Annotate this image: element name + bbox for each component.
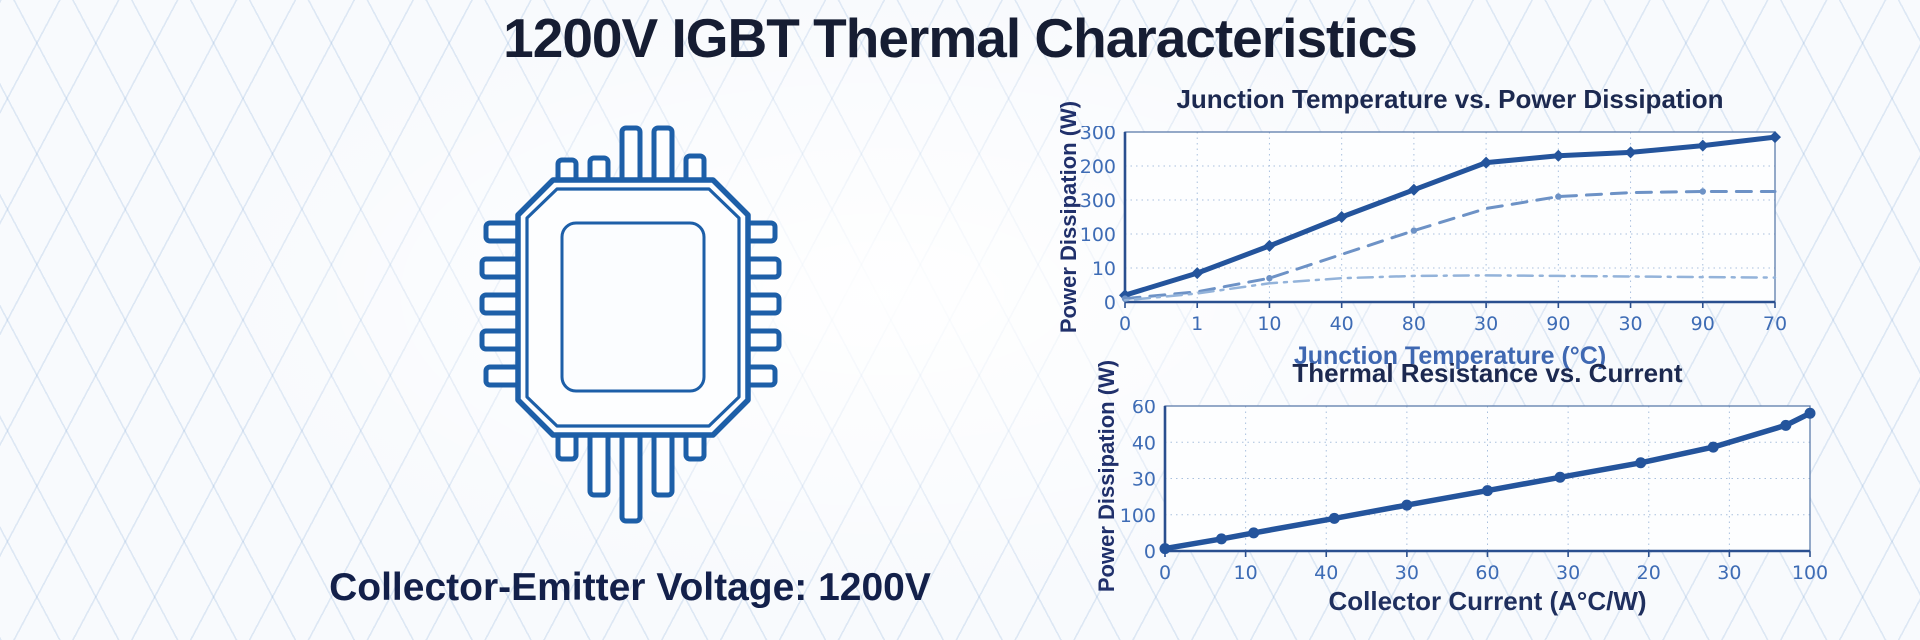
svg-text:40: 40: [1132, 432, 1156, 454]
svg-text:100: 100: [1080, 224, 1116, 246]
chart-junction-temp-vs-power: Junction Temperature vs. Power Dissipati…: [1055, 84, 1920, 370]
svg-text:200: 200: [1080, 156, 1116, 178]
svg-text:30: 30: [1474, 313, 1498, 335]
svg-text:10: 10: [1092, 258, 1116, 280]
svg-text:100: 100: [1120, 505, 1156, 527]
svg-text:70: 70: [1763, 313, 1787, 335]
svg-text:60: 60: [1132, 400, 1156, 418]
svg-text:30: 30: [1132, 469, 1156, 491]
svg-text:10: 10: [1234, 562, 1258, 584]
svg-text:90: 90: [1546, 313, 1570, 335]
igbt-chip-icon: [479, 125, 782, 524]
chart-x-axis-label: Collector Current (A°C/W): [1328, 586, 1647, 616]
chart-x-axis-label: Junction Temperature (°C): [1293, 342, 1607, 370]
svg-text:80: 80: [1402, 313, 1426, 335]
chart-thermal-resistance-vs-current: Thermal Resistance vs. Current Power Dis…: [1055, 358, 1920, 640]
igbt-chip-figure: [458, 105, 803, 525]
svg-text:60: 60: [1475, 562, 1499, 584]
chart-title: Junction Temperature vs. Power Dissipati…: [1176, 84, 1724, 114]
svg-text:300: 300: [1080, 126, 1116, 144]
svg-text:30: 30: [1717, 562, 1741, 584]
svg-text:300: 300: [1080, 190, 1116, 212]
svg-text:0: 0: [1104, 292, 1116, 314]
svg-text:20: 20: [1637, 562, 1661, 584]
svg-text:1: 1: [1191, 313, 1203, 335]
chip-caption: Collector-Emitter Voltage: 1200V: [329, 566, 931, 609]
page-title: 1200V IGBT Thermal Characteristics: [503, 7, 1418, 69]
svg-text:0: 0: [1144, 541, 1156, 563]
svg-text:40: 40: [1314, 562, 1338, 584]
svg-text:0: 0: [1159, 562, 1171, 584]
svg-text:30: 30: [1556, 562, 1580, 584]
svg-text:30: 30: [1395, 562, 1419, 584]
svg-text:0: 0: [1119, 313, 1131, 335]
chart-plot-area: 60 40 30 100 00 10 40 30 60 30 20 30 100: [1120, 400, 1828, 584]
chart-title: Thermal Resistance vs. Current: [1292, 358, 1683, 388]
svg-text:90: 90: [1691, 313, 1715, 335]
svg-text:10: 10: [1257, 313, 1281, 335]
svg-text:40: 40: [1330, 313, 1354, 335]
svg-text:30: 30: [1618, 313, 1642, 335]
svg-text:100: 100: [1792, 562, 1828, 584]
